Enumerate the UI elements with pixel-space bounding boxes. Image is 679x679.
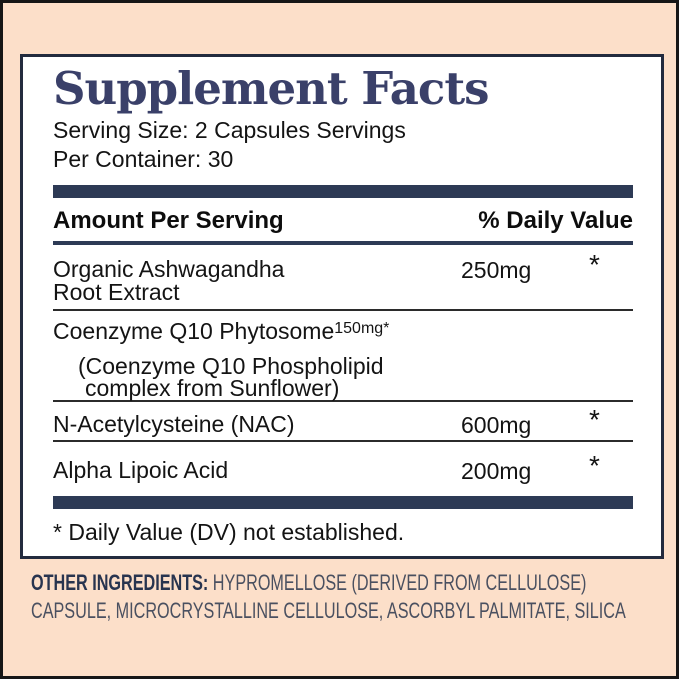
table-row-ashwagandha: Organic Ashwagandha Root Extract 250mg * [53,245,633,311]
divider-bar-top [53,185,633,198]
nutrient-name: Coenzyme Q10 Phytosome [53,320,334,343]
daily-value-asterisk: * [589,404,600,435]
table-row-ala: Alpha Lipoic Acid 200mg * [53,442,633,484]
table-row-nac: N-Acetylcysteine (NAC) 600mg * [53,402,633,442]
panel-title: Supplement Facts [53,62,489,115]
nutrient-main-line: Coenzyme Q10 Phytosome 150mg * [53,320,633,343]
other-ingredients-line: CAPSULE, MICROCRYSTALLINE CELLULOSE, ASC… [31,598,626,623]
other-ingredients-line: OTHER INGREDIENTS: HYPROMELLOSE (DERIVED… [31,569,676,597]
serving-info: Serving Size: 2 Capsules Servings Per Co… [53,116,633,174]
divider-bar-bottom [53,496,633,509]
nutrient-name: Organic Ashwagandha Root Extract [53,258,461,304]
nutrient-subtext: (Coenzyme Q10 Phospholipid complex from … [78,353,633,401]
amount-per-serving-header: Amount Per Serving [53,207,284,234]
nutrient-name-line: Coenzyme Q10 Phytosome [53,318,335,344]
nutrient-name-line: Organic Ashwagandha [53,256,285,282]
other-ingredients-label: OTHER INGREDIENTS: [31,570,209,595]
supplement-facts-panel: Supplement Facts Serving Size: 2 Capsule… [20,54,664,559]
daily-value-asterisk: * [589,450,600,481]
other-ingredients-text: HYPROMELLOSE (DERIVED FROM CELLULOSE) [208,570,587,595]
table-row-coq10: Coenzyme Q10 Phytosome 150mg * (Coenzyme… [53,311,633,402]
nutrient-name-line: N-Acetylcysteine (NAC) [53,411,295,437]
daily-value-asterisk: * [383,320,390,337]
panel-content: Supplement Facts Serving Size: 2 Capsule… [23,57,661,556]
nutrient-amount: 250mg [461,257,532,283]
nutrient-subtext-line: complex from Sunflower) [85,375,340,401]
nutrient-name-line: Alpha Lipoic Acid [53,457,229,483]
per-container-line: Per Container: 30 [53,146,234,172]
table-header: Amount Per Serving % Daily Value [53,198,633,245]
daily-value-asterisk: * [589,249,600,280]
serving-size-line: Serving Size: 2 Capsules Servings [53,117,406,143]
nutrient-name: N-Acetylcysteine (NAC) [53,413,461,436]
nutrient-name-line: Root Extract [53,279,180,305]
other-ingredients: OTHER INGREDIENTS: HYPROMELLOSE (DERIVED… [31,569,676,625]
nutrient-subtext-line: (Coenzyme Q10 Phospholipid [78,353,384,379]
daily-value-header: % Daily Value [478,207,633,234]
nutrient-name: Alpha Lipoic Acid [53,459,461,482]
nutrient-amount: 200mg [461,458,532,484]
daily-value-footnote: * Daily Value (DV) not established. [53,519,405,545]
nutrient-amount: 600mg [461,412,532,438]
nutrient-amount: 150mg [334,320,384,337]
